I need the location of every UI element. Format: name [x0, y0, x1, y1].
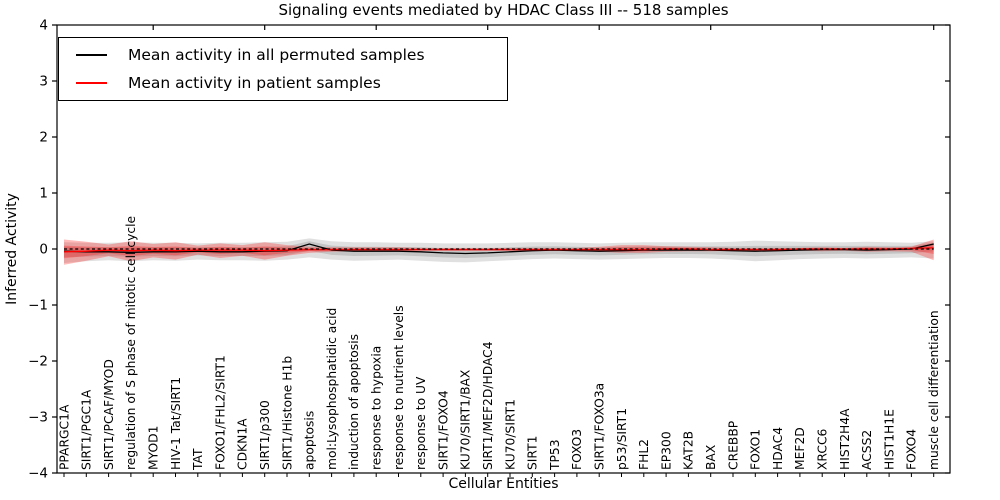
- y-tick-label: −3: [28, 410, 48, 426]
- y-tick-label: 3: [39, 74, 48, 90]
- y-tick-label: −1: [28, 298, 48, 314]
- legend: Mean activity in all permuted samples Me…: [58, 37, 508, 101]
- x-category-label: FHL2: [637, 439, 651, 470]
- x-category-label: XRCC6: [816, 428, 830, 470]
- x-category-label: FOXO1/FHL2/SIRT1: [213, 355, 227, 470]
- x-category-label: EP300: [659, 431, 673, 470]
- x-category-label: KAT2B: [682, 431, 696, 470]
- permuted-mean-line: [63, 243, 934, 255]
- x-category-label: regulation of S phase of mitotic cell cy…: [124, 216, 138, 470]
- x-category-label: CREBBP: [726, 421, 740, 470]
- x-axis-label: Cellular Entities: [448, 476, 559, 492]
- y-tick-label: −4: [28, 466, 48, 482]
- x-category-label: MYOD1: [147, 426, 161, 470]
- x-category-label: mol:Lysophosphatidic acid: [325, 308, 339, 470]
- legend-item-patient: Mean activity in patient samples: [59, 70, 507, 96]
- patient-confidence-band-outer: [64, 239, 934, 265]
- x-category-label: SIRT1: [526, 436, 540, 470]
- y-tick-label: 2: [39, 130, 48, 146]
- x-category-label: SIRT1/Histone H1b: [280, 356, 294, 470]
- y-tick-label: 1: [39, 186, 48, 202]
- x-category-label: p53/SIRT1: [615, 408, 629, 470]
- x-category-label: HIV-1 Tat/SIRT1: [169, 377, 183, 470]
- x-category-label: TP53: [548, 439, 562, 471]
- x-category-label: CDKN1A: [236, 418, 250, 470]
- x-category-label: KU70/SIRT1/BAX: [459, 369, 473, 470]
- x-category-label: SIRT1/PCAF/MYOD: [102, 359, 116, 470]
- x-category-label: PPARGC1A: [57, 404, 71, 470]
- y-tick-label: 0: [39, 242, 48, 258]
- x-category-label: SIRT1/FOXO3a: [593, 383, 607, 470]
- x-category-label: HIST2H4A: [838, 408, 852, 470]
- x-category-label: KU70/SIRT1: [503, 399, 517, 470]
- x-category-label: apoptosis: [303, 411, 317, 470]
- y-tick-label: −2: [28, 354, 48, 370]
- x-category-label: response to nutrient levels: [392, 305, 406, 470]
- x-category-label: muscle cell differentiation: [927, 310, 941, 470]
- x-category-label: SIRT1/MEF2D/HDAC4: [481, 341, 495, 470]
- x-category-label: induction of apoptosis: [347, 334, 361, 470]
- x-category-label: SIRT1/p300: [258, 400, 272, 470]
- x-category-label: SIRT1/PGC1A: [80, 389, 94, 470]
- permuted-confidence-band-outer: [64, 238, 934, 263]
- legend-line-patient: [76, 82, 107, 84]
- legend-item-permuted: Mean activity in all permuted samples: [59, 42, 507, 68]
- x-category-label: BAX: [704, 444, 718, 470]
- x-category-label: HDAC4: [771, 427, 785, 470]
- chart-title: Signaling events mediated by HDAC Class …: [278, 1, 729, 19]
- x-category-label: ACSS2: [860, 430, 874, 470]
- x-category-label: response to hypoxia: [370, 346, 384, 470]
- x-category-label: FOXO3: [570, 429, 584, 470]
- legend-label-permuted: Mean activity in all permuted samples: [128, 46, 425, 64]
- legend-label-patient: Mean activity in patient samples: [128, 74, 381, 92]
- x-category-label: MEF2D: [793, 427, 807, 470]
- x-category-label: TAT: [191, 448, 205, 471]
- x-category-label: HIST1H1E: [882, 409, 896, 470]
- x-category-label: FOXO4: [905, 429, 919, 470]
- legend-line-permuted: [76, 54, 107, 56]
- patient-confidence-band-inner: [64, 243, 934, 259]
- x-category-label: SIRT1/FOXO4: [436, 390, 450, 470]
- y-tick-label: 4: [39, 18, 48, 34]
- x-category-label: FOXO1: [749, 429, 763, 470]
- x-category-label: response to UV: [414, 376, 428, 470]
